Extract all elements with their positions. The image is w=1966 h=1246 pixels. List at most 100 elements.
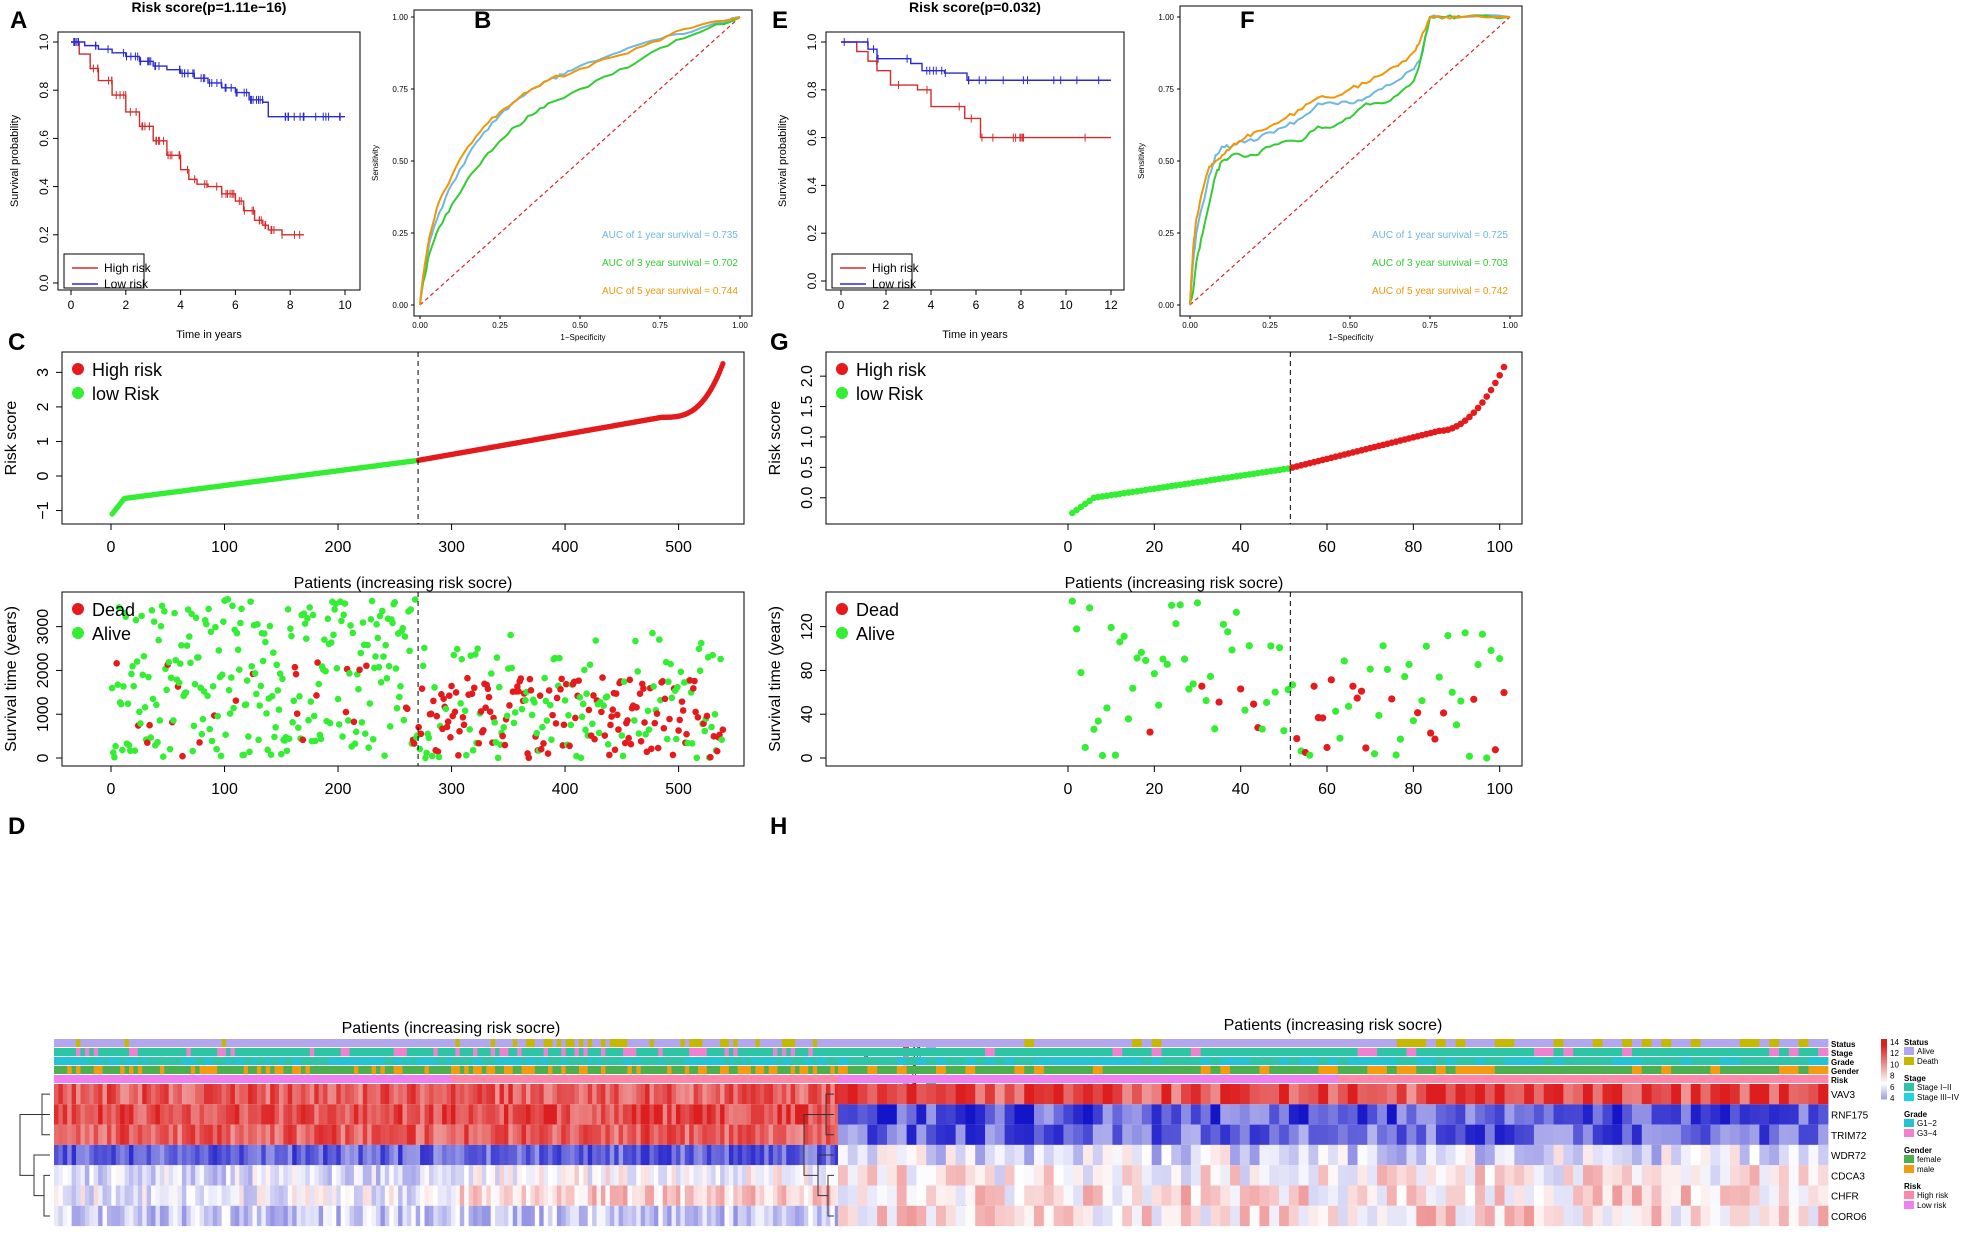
heatmap-cell — [1377, 1104, 1388, 1125]
heatmap-cell — [80, 1185, 86, 1206]
heatmap-cell — [561, 1185, 567, 1206]
annotation-cell-risk — [67, 1075, 73, 1083]
heatmap-cell — [742, 1185, 747, 1206]
heatmap-cell — [671, 1104, 677, 1125]
annotation-cell-gender — [825, 1066, 831, 1074]
alive-point — [528, 711, 536, 719]
annotation-cell-status — [746, 1039, 752, 1047]
annotation-cell-risk — [574, 1075, 580, 1083]
heatmap-cell — [115, 1104, 121, 1125]
heatmap-cell — [1759, 1165, 1770, 1186]
dead-point — [475, 739, 483, 747]
legend-label-0: High risk — [856, 360, 927, 380]
heatmap-cell — [684, 1084, 690, 1105]
heatmap-cell — [561, 1205, 567, 1227]
annotation-cell-gender — [737, 1066, 743, 1074]
annotation-cell-status — [1220, 1039, 1231, 1047]
alive-point — [1137, 648, 1145, 657]
annotation-cell-gender — [331, 1066, 337, 1074]
dead-point — [553, 694, 561, 702]
dead-point — [676, 716, 684, 724]
annotation-cell-risk — [358, 1075, 364, 1083]
alive-point — [717, 655, 724, 663]
heatmap-cell — [1308, 1084, 1319, 1105]
alive-point — [1344, 702, 1353, 710]
alive-point — [141, 703, 149, 711]
heatmap-cell — [896, 1185, 908, 1206]
annotation-cell-gender — [759, 1066, 765, 1074]
x-tick-label: 40 — [1232, 539, 1250, 556]
series-line-high-risk — [841, 41, 1111, 139]
annotation-cell-risk — [98, 1075, 103, 1083]
heatmap-cell — [1582, 1104, 1594, 1125]
annotation-cell-stage — [1200, 1048, 1211, 1056]
heatmap-cell — [1406, 1124, 1417, 1145]
annotation-cell-gender — [89, 1066, 95, 1074]
heatmap-cell — [1788, 1165, 1799, 1186]
heatmap-cell — [318, 1124, 324, 1145]
heatmap-cell — [318, 1185, 324, 1206]
annotation-cell-status — [424, 1039, 430, 1047]
alive-point — [644, 707, 652, 715]
dead-point — [599, 674, 606, 681]
heatmap-cell — [746, 1185, 752, 1206]
heatmap-cell — [1759, 1144, 1770, 1166]
heatmap-cell — [1690, 1144, 1701, 1166]
dead-point — [557, 686, 564, 693]
annotation-cell-gender — [803, 1066, 809, 1074]
annotation-cell-grade — [1220, 1057, 1231, 1065]
heatmap-cell — [115, 1084, 121, 1105]
annotation-cell-risk — [1524, 1075, 1535, 1083]
annotation-cell-risk — [203, 1075, 209, 1083]
annotation-cell-status — [309, 1039, 315, 1047]
heatmap-cell — [80, 1165, 86, 1186]
dead-point — [350, 718, 358, 726]
annotation-cell-status — [614, 1039, 620, 1047]
y-tick-label: 0 — [35, 753, 52, 762]
alive-point — [338, 617, 345, 625]
heatmap-cell — [1533, 1165, 1545, 1186]
heatmap-cell — [916, 1124, 927, 1145]
heatmap-cell — [680, 1185, 686, 1206]
annotation-cell-grade — [173, 1057, 178, 1065]
x-tick-label: 0.75 — [652, 321, 668, 330]
heatmap-cell — [1396, 1124, 1407, 1145]
heatmap-cell — [305, 1205, 311, 1227]
annotation-cell-grade — [62, 1057, 68, 1065]
heatmap-cell — [1514, 1084, 1525, 1105]
heatmap-cell — [208, 1185, 214, 1206]
annotation-cell-status — [636, 1039, 642, 1047]
annotation-cell-status — [803, 1039, 809, 1047]
annotation-cell-status — [737, 1039, 743, 1047]
heatmap-cell — [975, 1185, 986, 1206]
legend-label-0: High risk — [872, 261, 920, 275]
heatmap-cell — [433, 1205, 439, 1227]
alive-point — [423, 749, 430, 757]
heatmap-cell — [1053, 1104, 1064, 1125]
annotation-cell-risk — [190, 1075, 196, 1083]
annotation-cell-gender — [1141, 1066, 1153, 1074]
alive-point — [327, 639, 335, 646]
annotation-cell-risk — [1808, 1075, 1819, 1083]
heatmap-cell — [1573, 1144, 1584, 1166]
heatmap-cell — [1543, 1144, 1554, 1166]
heatmap-cell — [539, 1185, 545, 1206]
annotation-cell-risk — [795, 1075, 800, 1083]
heatmap-cell — [371, 1084, 377, 1105]
heatmap-cell — [636, 1165, 642, 1186]
annotation-cell-stage — [600, 1048, 606, 1056]
heatmap-cell — [177, 1185, 183, 1206]
annotation-cell-gender — [256, 1066, 262, 1074]
alive-point — [150, 618, 158, 625]
alive-point — [1448, 688, 1456, 696]
dead-point — [679, 707, 687, 714]
annotation-cell-risk — [799, 1075, 805, 1083]
alive-point — [419, 662, 427, 670]
annotation-cell-stage — [446, 1048, 452, 1056]
heatmap-cell — [93, 1104, 99, 1125]
heatmap-cell — [190, 1144, 196, 1166]
annotation-cell-stage — [1132, 1048, 1143, 1056]
heatmap-cell — [781, 1205, 787, 1227]
heatmap-cell — [1720, 1084, 1731, 1105]
legend-marker — [836, 363, 848, 375]
